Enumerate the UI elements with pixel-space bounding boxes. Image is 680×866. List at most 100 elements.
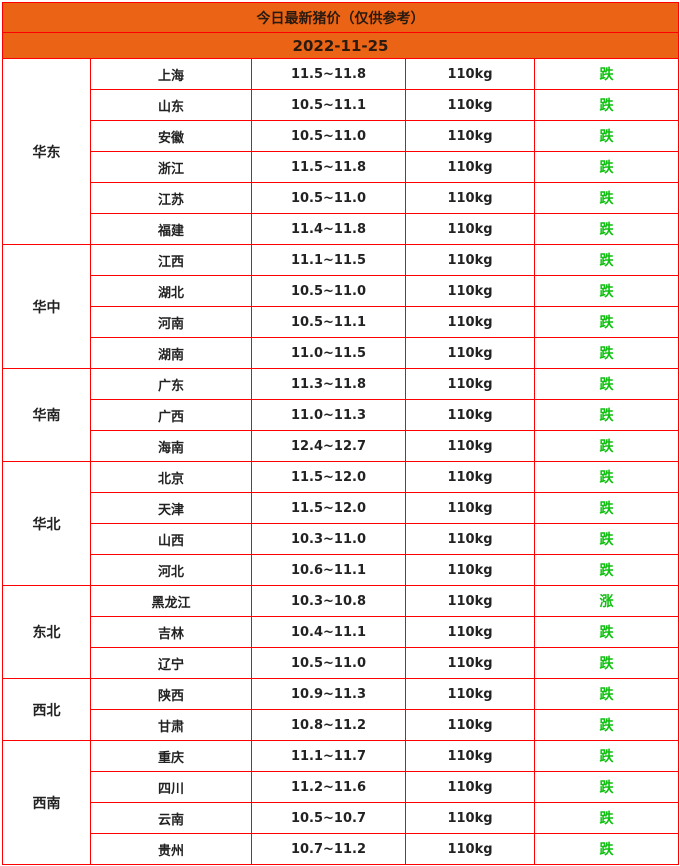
weight-cell: 110kg xyxy=(405,275,535,307)
weight-cell: 110kg xyxy=(405,120,535,152)
weight-cell: 110kg xyxy=(405,678,535,710)
weight-cell: 110kg xyxy=(405,306,535,338)
province-cell: 浙江 xyxy=(90,151,252,183)
weight-cell: 110kg xyxy=(405,89,535,121)
trend-cell: 跌 xyxy=(533,306,680,338)
table-row: 华南 广东 11.3~11.8 110kg 跌 xyxy=(2,368,680,462)
price-cell: 10.7~11.2 xyxy=(251,833,406,865)
weight-cell: 110kg xyxy=(405,461,535,493)
table-row: 华中 江西 11.1~11.5 110kg 跌 xyxy=(2,244,680,369)
table-row: 贵州 10.7~11.2 110kg 跌 xyxy=(3,833,680,865)
price-cell: 11.0~11.3 xyxy=(251,399,406,431)
weight-cell: 110kg xyxy=(405,647,535,679)
table-row: 西南 重庆 11.1~11.7 110kg 跌 xyxy=(2,740,680,865)
province-cell: 云南 xyxy=(90,802,252,834)
trend-cell: 跌 xyxy=(533,616,680,648)
price-cell: 10.5~11.0 xyxy=(251,120,406,152)
region-cell: 华东 xyxy=(2,58,91,245)
province-cell: 河南 xyxy=(90,306,252,338)
weight-cell: 110kg xyxy=(405,58,535,90)
weight-cell: 110kg xyxy=(405,151,535,183)
trend-cell: 跌 xyxy=(533,802,680,834)
weight-cell: 110kg xyxy=(405,709,535,741)
province-cell: 上海 xyxy=(90,58,252,90)
province-cell: 天津 xyxy=(90,492,252,524)
price-cell: 11.4~11.8 xyxy=(251,213,406,245)
region-cell: 东北 xyxy=(2,585,91,679)
trend-cell: 跌 xyxy=(533,89,680,121)
price-cell: 11.0~11.5 xyxy=(251,337,406,369)
table-row: 天津 11.5~12.0 110kg 跌 xyxy=(3,492,680,524)
trend-cell: 跌 xyxy=(533,833,680,865)
province-cell: 广东 xyxy=(90,368,252,400)
price-cell: 10.5~11.1 xyxy=(251,306,406,338)
table-row: 海南 12.4~12.7 110kg 跌 xyxy=(3,430,680,462)
province-cell: 湖北 xyxy=(90,275,252,307)
price-cell: 10.4~11.1 xyxy=(251,616,406,648)
trend-cell: 跌 xyxy=(533,678,680,710)
table-row: 辽宁 10.5~11.0 110kg 跌 xyxy=(3,647,680,679)
trend-cell: 跌 xyxy=(533,213,680,245)
region-cell: 西北 xyxy=(2,678,91,741)
trend-cell: 涨 xyxy=(533,585,680,617)
table-row: 河南 10.5~11.1 110kg 跌 xyxy=(3,306,680,338)
price-cell: 10.9~11.3 xyxy=(251,678,406,710)
weight-cell: 110kg xyxy=(405,523,535,555)
weight-cell: 110kg xyxy=(405,771,535,803)
table-row: 广西 11.0~11.3 110kg 跌 xyxy=(3,399,680,431)
weight-cell: 110kg xyxy=(405,213,535,245)
weight-cell: 110kg xyxy=(405,399,535,431)
table-row: 东北 黑龙江 10.3~10.8 110kg 涨 xyxy=(2,585,680,679)
province-cell: 甘肃 xyxy=(90,709,252,741)
title-row: 今日最新猪价（仅供参考） xyxy=(1,2,680,33)
province-cell: 辽宁 xyxy=(90,647,252,679)
province-cell: 江西 xyxy=(90,244,252,276)
trend-cell: 跌 xyxy=(533,337,680,369)
price-cell: 10.5~11.0 xyxy=(251,182,406,214)
trend-cell: 跌 xyxy=(533,120,680,152)
price-cell: 11.2~11.6 xyxy=(251,771,406,803)
trend-cell: 跌 xyxy=(533,275,680,307)
province-cell: 北京 xyxy=(90,461,252,493)
weight-cell: 110kg xyxy=(405,430,535,462)
trend-cell: 跌 xyxy=(533,647,680,679)
weight-cell: 110kg xyxy=(405,244,535,276)
trend-cell: 跌 xyxy=(533,709,680,741)
trend-cell: 跌 xyxy=(533,151,680,183)
region-cell: 华北 xyxy=(2,461,91,586)
weight-cell: 110kg xyxy=(405,182,535,214)
table-row: 四川 11.2~11.6 110kg 跌 xyxy=(3,771,680,803)
table-row: 甘肃 10.8~11.2 110kg 跌 xyxy=(3,709,680,741)
table-row: 河北 10.6~11.1 110kg 跌 xyxy=(3,554,680,586)
province-cell: 重庆 xyxy=(90,740,252,772)
weight-cell: 110kg xyxy=(405,554,535,586)
price-cell: 11.5~11.8 xyxy=(251,58,406,90)
province-cell: 安徽 xyxy=(90,120,252,152)
weight-cell: 110kg xyxy=(405,833,535,865)
table-row: 江苏 10.5~11.0 110kg 跌 xyxy=(3,182,680,214)
weight-cell: 110kg xyxy=(405,585,535,617)
weight-cell: 110kg xyxy=(405,492,535,524)
price-cell: 10.8~11.2 xyxy=(251,709,406,741)
table-row: 湖南 11.0~11.5 110kg 跌 xyxy=(3,337,680,369)
province-cell: 陕西 xyxy=(90,678,252,710)
table-row: 西北 陕西 10.9~11.3 110kg 跌 xyxy=(2,678,680,741)
region-cell: 华中 xyxy=(2,244,91,369)
price-cell: 11.5~11.8 xyxy=(251,151,406,183)
region-cell: 华南 xyxy=(2,368,91,462)
trend-cell: 跌 xyxy=(533,740,680,772)
province-cell: 贵州 xyxy=(90,833,252,865)
province-cell: 湖南 xyxy=(90,337,252,369)
table-title: 今日最新猪价（仅供参考） xyxy=(1,2,680,33)
province-cell: 黑龙江 xyxy=(90,585,252,617)
table-row: 湖北 10.5~11.0 110kg 跌 xyxy=(3,275,680,307)
date-row: 2022-11-25 xyxy=(1,32,680,59)
table-row: 吉林 10.4~11.1 110kg 跌 xyxy=(3,616,680,648)
table-row: 浙江 11.5~11.8 110kg 跌 xyxy=(3,151,680,183)
region-cell: 西南 xyxy=(2,740,91,865)
trend-cell: 跌 xyxy=(533,399,680,431)
price-cell: 10.6~11.1 xyxy=(251,554,406,586)
trend-cell: 跌 xyxy=(533,182,680,214)
table-row: 山西 10.3~11.0 110kg 跌 xyxy=(3,523,680,555)
